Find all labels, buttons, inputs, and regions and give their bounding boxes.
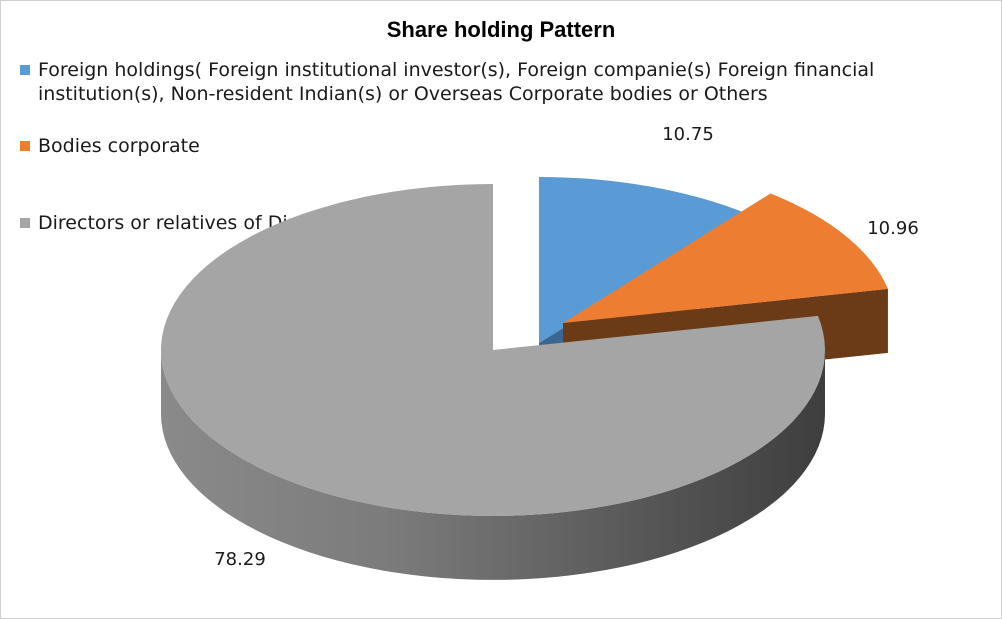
pie-slice-top-1	[563, 193, 888, 323]
pie-slice-top-2	[160, 184, 825, 516]
legend-swatch-directors	[20, 218, 30, 228]
legend-item-foreign-holdings: Foreign holdings( Foreign institutional …	[20, 58, 978, 106]
pie-slice-2	[160, 184, 825, 580]
legend-swatch-bodies-corporate	[20, 141, 30, 151]
legend-item-bodies-corporate: Bodies corporate	[20, 134, 978, 158]
data-label-2: 78.29	[214, 549, 266, 570]
legend-swatch-foreign-holdings	[20, 65, 30, 75]
data-label-1: 10.96	[867, 218, 919, 239]
data-label-layer: 10.75 10.96 78.29	[214, 124, 919, 570]
data-label-0: 10.75	[662, 124, 714, 145]
pie-slice-top-0	[539, 177, 747, 343]
pie-slice-side-2	[161, 350, 825, 580]
slice-layer	[160, 177, 888, 580]
legend-label-foreign-holdings: Foreign holdings( Foreign institutional …	[38, 59, 875, 105]
legend-label-bodies-corporate: Bodies corporate	[38, 135, 200, 157]
chart-title: Share holding Pattern	[386, 17, 616, 42]
